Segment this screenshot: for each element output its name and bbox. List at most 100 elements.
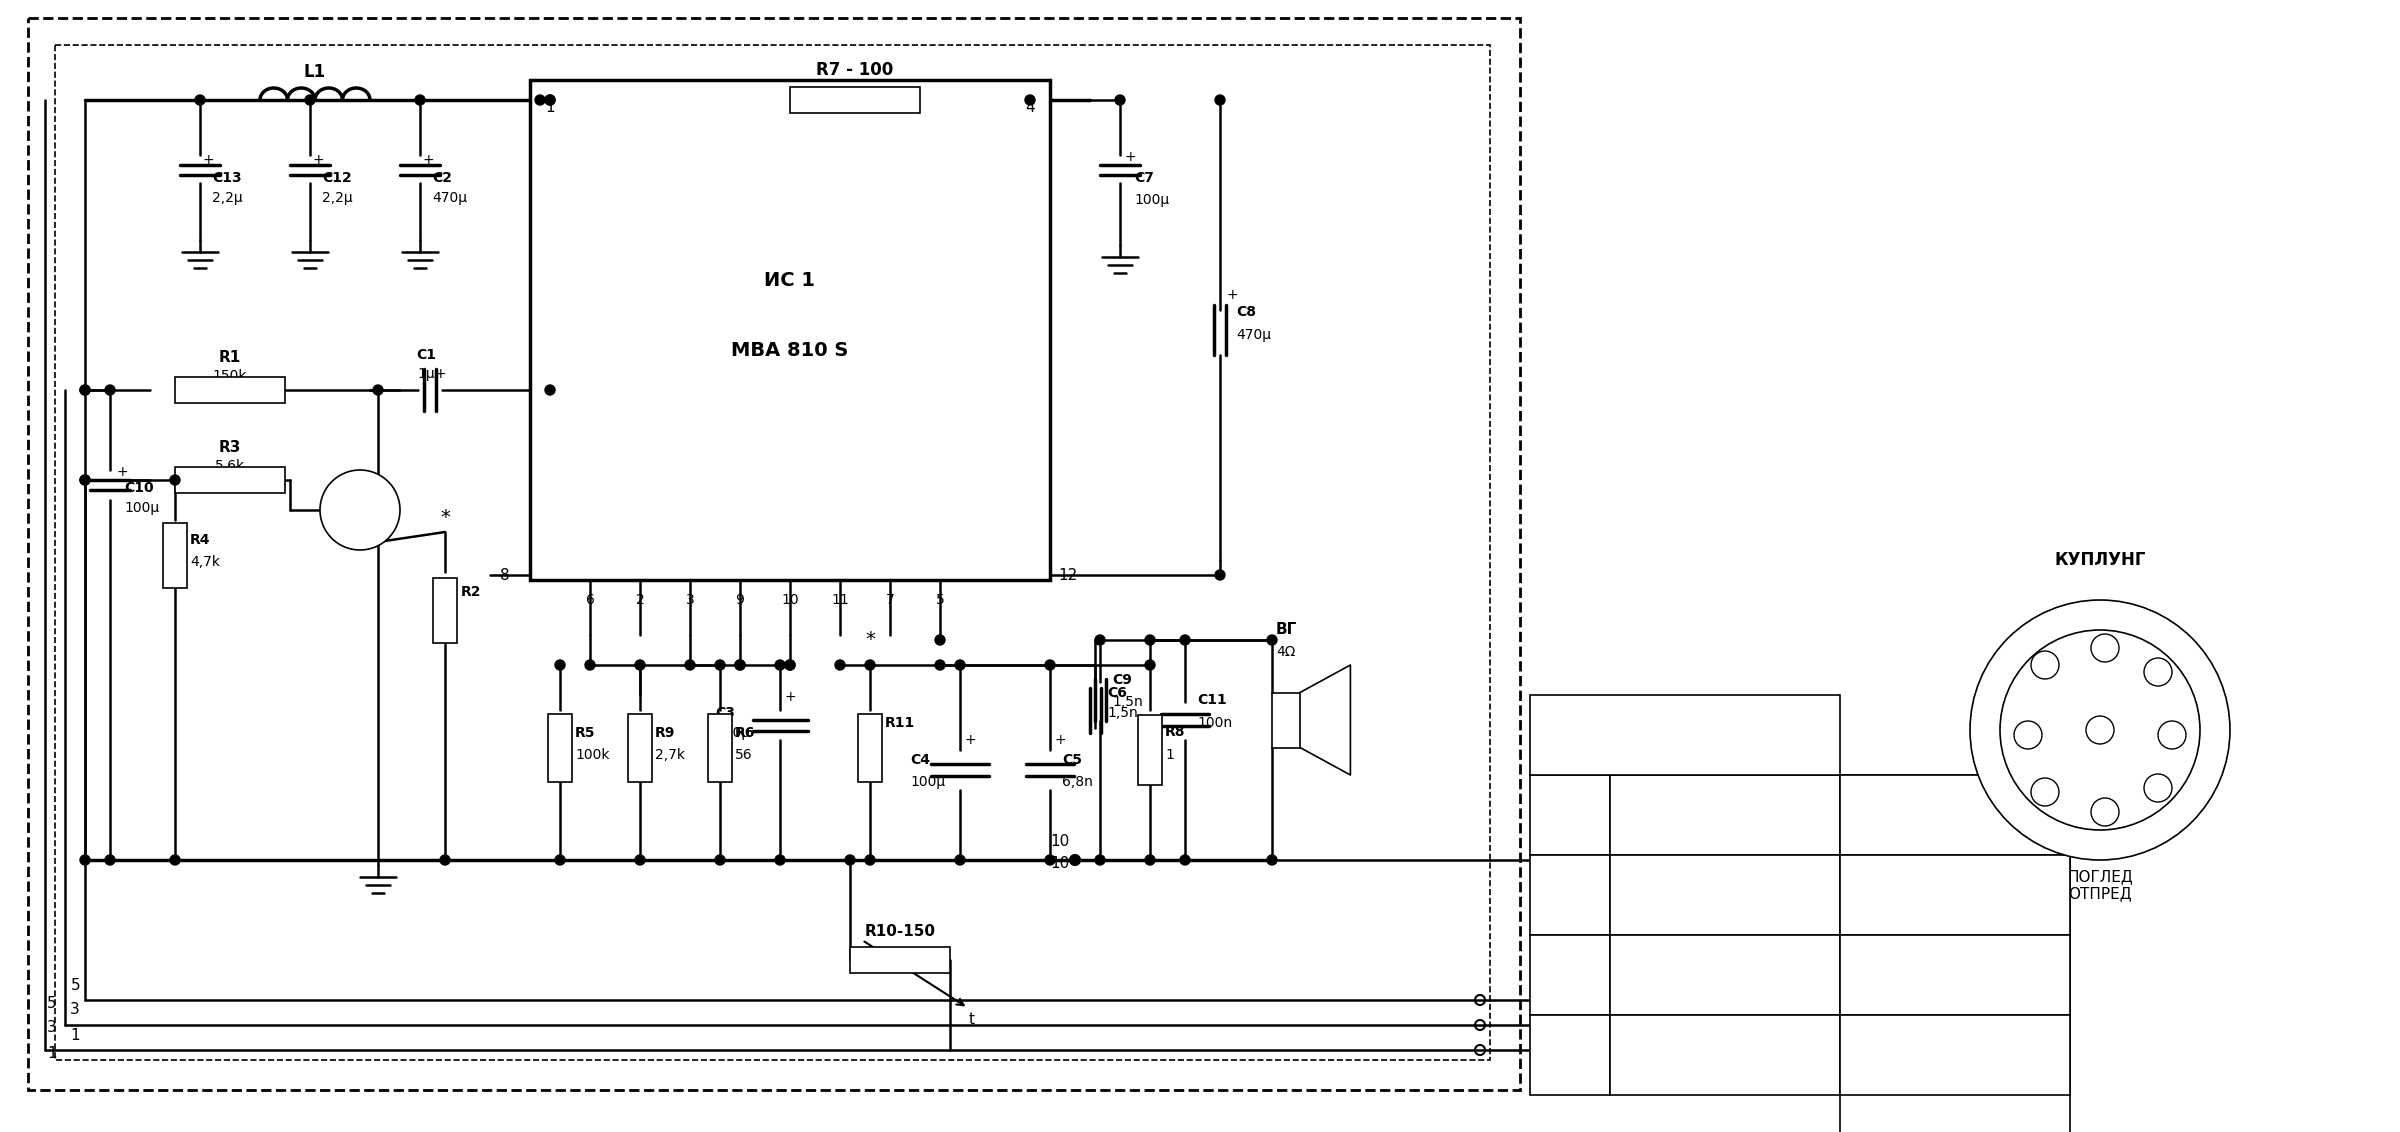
Bar [1531, 775, 1610, 855]
Circle shape [554, 855, 564, 865]
Text: 100n: 100n [1198, 717, 1231, 730]
Text: R6: R6 [734, 726, 756, 740]
Text: 1: 1 [48, 1046, 58, 1061]
Text: КУПЛУНГ: КУПЛУНГ [1910, 806, 2002, 824]
Text: 1: 1 [1164, 748, 1174, 762]
Text: +: + [115, 465, 127, 479]
Text: o: o [2102, 643, 2107, 653]
Text: 3: 3 [70, 1003, 79, 1018]
Text: +: + [422, 153, 434, 168]
Circle shape [936, 660, 946, 670]
Text: R5: R5 [576, 726, 595, 740]
Text: КУПЛУНГ: КУПЛУНГ [2054, 551, 2146, 569]
Text: o: o [2155, 783, 2160, 794]
Text: Ключ: Ключ [1704, 887, 1747, 902]
Text: o: o [2170, 730, 2174, 740]
Circle shape [864, 660, 876, 670]
Bar [859, 714, 883, 782]
Bar [1531, 935, 1610, 1015]
Bar [175, 377, 286, 403]
Text: R1: R1 [218, 351, 240, 366]
Circle shape [79, 385, 91, 395]
Text: 1: 1 [545, 101, 554, 115]
Bar [790, 87, 919, 113]
Text: 1: 1 [1565, 1046, 1574, 1064]
Text: ВГ: ВГ [1274, 623, 1296, 637]
Text: 2: 2 [2102, 807, 2107, 817]
Circle shape [775, 855, 785, 865]
Text: 2,7k: 2,7k [655, 748, 684, 762]
Circle shape [1094, 635, 1104, 645]
Bar [1531, 1015, 1610, 1095]
Circle shape [2143, 658, 2172, 686]
Circle shape [79, 475, 91, 484]
Circle shape [775, 660, 785, 670]
Circle shape [936, 635, 946, 645]
Text: 5: 5 [2042, 787, 2047, 797]
Circle shape [845, 855, 854, 865]
Text: 6: 6 [586, 593, 595, 607]
Circle shape [545, 385, 554, 395]
Bar [850, 947, 950, 974]
Circle shape [785, 660, 794, 670]
Circle shape [864, 855, 876, 865]
Text: 5: 5 [936, 593, 943, 607]
Text: Вход НЧ: Вход НЧ [1692, 968, 1759, 983]
Text: 1,5n: 1,5n [1111, 695, 1142, 709]
Bar [1841, 775, 2069, 855]
Bar [1272, 693, 1301, 747]
Text: 10: 10 [780, 593, 799, 607]
Circle shape [734, 660, 744, 670]
Circle shape [106, 385, 115, 395]
Circle shape [684, 660, 696, 670]
Circle shape [1181, 855, 1190, 865]
Text: R11: R11 [886, 717, 914, 730]
Text: 10: 10 [1051, 856, 1070, 871]
Circle shape [2014, 721, 2042, 749]
Circle shape [319, 470, 401, 550]
Bar [547, 714, 571, 782]
Text: 4,7k: 4,7k [190, 555, 221, 569]
Text: R4: R4 [190, 533, 211, 547]
Bar [530, 80, 1051, 580]
Circle shape [554, 660, 564, 670]
Circle shape [1267, 855, 1277, 865]
Text: +: + [1123, 151, 1135, 164]
Text: L1: L1 [305, 63, 326, 82]
Text: 7: 7 [886, 593, 895, 607]
Text: 2: 2 [636, 593, 643, 607]
Text: 4: 4 [1025, 101, 1034, 115]
Circle shape [1094, 855, 1104, 865]
Text: 11: 11 [830, 593, 850, 607]
Circle shape [439, 855, 451, 865]
Text: o: o [2026, 730, 2030, 740]
Text: Бял: Бял [1939, 968, 1970, 983]
Circle shape [785, 660, 794, 670]
Circle shape [1214, 571, 1224, 580]
Circle shape [170, 475, 180, 484]
Text: Червен: Червен [1925, 1047, 1985, 1063]
Text: R2: R2 [461, 585, 482, 599]
Text: Корпус: Корпус [1697, 807, 1754, 823]
Bar [1610, 855, 1841, 935]
Text: R9: R9 [655, 726, 674, 740]
Text: 1μ: 1μ [418, 367, 434, 381]
Text: МВА 810 S: МВА 810 S [732, 341, 850, 360]
Bar [1610, 935, 1841, 1015]
Bar [29, 18, 1519, 1090]
Text: 3: 3 [686, 593, 694, 607]
Circle shape [2090, 798, 2119, 826]
Text: +12V: +12V [1704, 1047, 1747, 1063]
Text: 3: 3 [48, 1021, 58, 1036]
Text: +: + [202, 153, 214, 168]
Text: 470μ: 470μ [1236, 328, 1272, 342]
Text: Зелен: Зелен [1930, 887, 1980, 902]
Text: 10: 10 [1560, 806, 1582, 824]
Circle shape [955, 660, 965, 670]
Text: R8: R8 [1164, 724, 1186, 739]
Circle shape [1970, 600, 2230, 860]
Circle shape [2030, 651, 2059, 679]
Circle shape [1181, 635, 1190, 645]
Bar [1531, 855, 1610, 935]
Text: ИС 1: ИС 1 [766, 271, 816, 290]
